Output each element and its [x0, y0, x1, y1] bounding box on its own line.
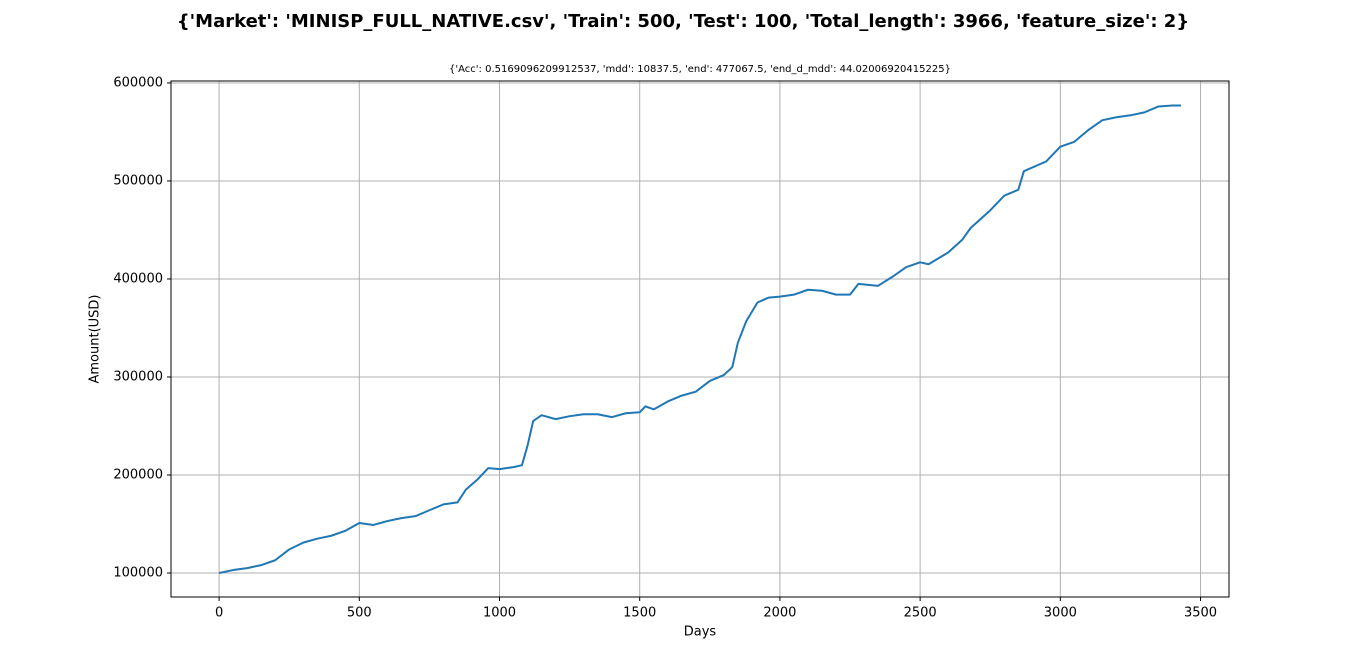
x-tick-label: 500	[347, 606, 372, 621]
x-tick-label: 1000	[483, 606, 516, 621]
data-line	[218, 104, 1181, 574]
y-tick-label: 300000	[113, 369, 163, 384]
y-tick-label: 100000	[113, 565, 163, 580]
y-tick-label: 200000	[113, 467, 163, 482]
chart-subtitle: {'Acc': 0.5169096209912537, 'mdd': 10837…	[449, 64, 951, 75]
y-tick-label: 500000	[113, 173, 163, 188]
chart-title: {'Market': 'MINISP_FULL_NATIVE.csv', 'Tr…	[177, 11, 1189, 32]
x-tick-label: 3000	[1044, 606, 1077, 621]
y-axis-label: Amount(USD)	[88, 294, 103, 383]
plot-frame	[170, 80, 1230, 598]
x-tick-label: 0	[215, 606, 223, 621]
y-tick-label: 600000	[113, 75, 163, 90]
y-tick-label: 400000	[113, 271, 163, 286]
x-tick-label: 3500	[1184, 606, 1217, 621]
x-axis-label: Days	[684, 625, 717, 640]
x-tick-label: 1500	[623, 606, 656, 621]
x-tick-label: 2500	[904, 606, 937, 621]
x-tick-label: 2000	[763, 606, 796, 621]
